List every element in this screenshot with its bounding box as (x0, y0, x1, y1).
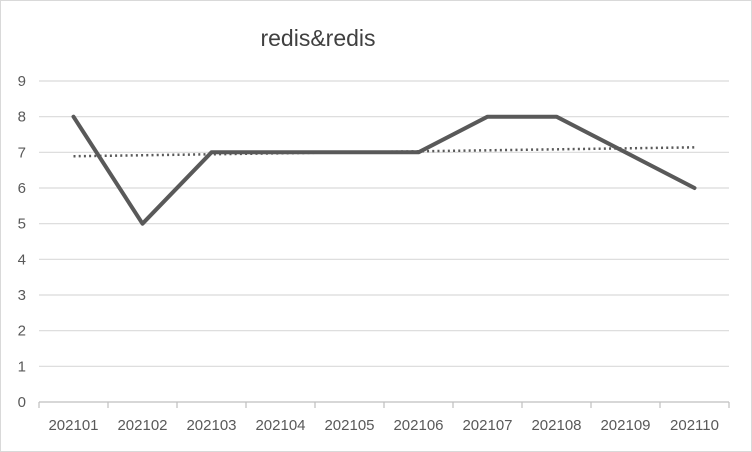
y-tick-label: 2 (18, 323, 26, 340)
x-tick-label: 202104 (255, 417, 305, 434)
y-tick-label: 4 (18, 251, 26, 268)
y-tick-label: 3 (18, 287, 26, 304)
x-tick-label: 202106 (393, 417, 443, 434)
y-tick-label: 9 (18, 73, 26, 90)
x-axis (38, 401, 730, 408)
x-axis-tick-labels: 202101 202102 202103 202104 202105 202106 2021… (48, 417, 719, 434)
y-tick-label: 6 (18, 180, 26, 197)
x-tick-label: 202109 (600, 417, 650, 434)
y-axis-tick-labels: 0 1 2 3 4 5 6 7 8 9 (18, 73, 26, 411)
gridlines (39, 80, 729, 367)
series-line-0 (71, 114, 697, 226)
y-tick-label: 8 (18, 109, 26, 126)
x-tick-label: 202101 (48, 417, 98, 434)
y-tick-label: 7 (18, 144, 26, 161)
x-tick-label: 202103 (186, 417, 236, 434)
x-tick-label: 202105 (324, 417, 374, 434)
series-lines (71, 114, 697, 226)
x-tick-label: 202102 (117, 417, 167, 434)
y-tick-label: 0 (18, 394, 26, 411)
chart-title: redis&redis (260, 25, 375, 51)
y-tick-label: 5 (18, 216, 26, 233)
y-tick-label: 1 (18, 358, 26, 375)
x-tick-label: 202108 (531, 417, 581, 434)
x-tick-label: 202107 (462, 417, 512, 434)
x-tick-label: 202110 (670, 417, 719, 434)
